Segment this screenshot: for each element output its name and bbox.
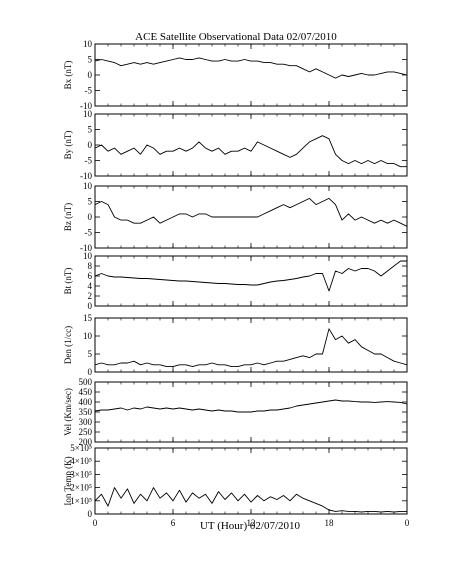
y-tick-label: 200 — [79, 437, 93, 447]
panel-frame — [94, 113, 408, 177]
y-tick-label: 300 — [79, 417, 93, 427]
panels: -10 -5 0 5 10 Bx (nT) -10 -5 0 5 10 By (nT) -10 -5 0 5 1… — [63, 39, 410, 528]
y-tick-label: -10 — [80, 171, 92, 181]
y-tick-label: 4×10⁵ — [70, 456, 92, 466]
x-axis-label: UT (Hour) 02/07/2010 — [200, 520, 301, 532]
y-tick-label: 10 — [83, 331, 93, 341]
y-axis-label: Bz (nT) — [63, 203, 73, 231]
series-line — [94, 57, 408, 79]
y-tick-label: 450 — [79, 387, 93, 397]
y-tick-label: 10 — [83, 109, 93, 119]
y-axis-label: By (nT) — [63, 131, 73, 160]
y-tick-label: 1×10⁵ — [70, 496, 92, 506]
y-tick-label: 4 — [88, 281, 93, 291]
chart-title: ACE Satellite Observational Data 02/07/2… — [135, 31, 337, 43]
x-tick-label: 0 — [93, 518, 98, 528]
series-line — [94, 328, 408, 368]
y-tick-label: 350 — [79, 407, 93, 417]
y-tick-label: 10 — [83, 39, 93, 49]
y-tick-label: 5 — [88, 197, 93, 207]
y-tick-label: 15 — [83, 313, 93, 323]
y-axis-label: Den (1/cc) — [63, 326, 73, 364]
y-tick-label: 5 — [88, 125, 93, 135]
y-tick-label: 0 — [88, 509, 93, 519]
y-tick-label: 5 — [88, 55, 93, 65]
y-tick-label: -10 — [80, 101, 92, 111]
x-tick-label: 18 — [325, 518, 335, 528]
y-tick-label: -10 — [80, 243, 92, 253]
y-tick-label: 400 — [79, 397, 93, 407]
x-tick-label: 12 — [247, 518, 256, 528]
y-tick-label: -5 — [85, 86, 93, 96]
panel-frame — [94, 255, 408, 307]
y-tick-label: 2 — [88, 291, 93, 301]
y-axis-label: Bx (nT) — [63, 61, 73, 90]
y-tick-label: 0 — [88, 367, 93, 377]
y-axis-label: Vel (Km/sec) — [63, 388, 73, 436]
y-tick-label: 8 — [88, 261, 93, 271]
series-line — [94, 197, 408, 227]
y-tick-label: 0 — [88, 212, 93, 222]
y-tick-label: 250 — [79, 427, 93, 437]
y-tick-label: 5 — [88, 349, 93, 359]
y-tick-label: 2×10⁵ — [70, 483, 92, 493]
series-line — [94, 487, 407, 513]
series-line — [94, 399, 408, 413]
y-axis-label: Bt (nT) — [63, 268, 73, 295]
x-tick-label: 0 — [405, 518, 410, 528]
y-tick-label: 6 — [88, 271, 93, 281]
y-tick-label: -5 — [85, 156, 93, 166]
y-tick-label: 0 — [88, 301, 93, 311]
y-tick-label: 3×10⁵ — [70, 469, 92, 479]
y-tick-label: 10 — [83, 251, 93, 261]
series-line — [94, 260, 407, 292]
y-tick-label: 0 — [88, 140, 93, 150]
y-tick-label: 500 — [79, 377, 93, 387]
panel-frame — [94, 447, 408, 515]
x-tick-label: 6 — [171, 518, 176, 528]
series-line — [94, 135, 407, 168]
y-tick-label: 5×10⁵ — [70, 443, 92, 453]
y-tick-label: 10 — [83, 181, 93, 191]
y-axis-label: Ion Temp (K) — [63, 456, 73, 505]
y-tick-label: 0 — [88, 70, 93, 80]
panel-frame — [94, 43, 408, 107]
y-tick-label: -5 — [85, 228, 93, 238]
